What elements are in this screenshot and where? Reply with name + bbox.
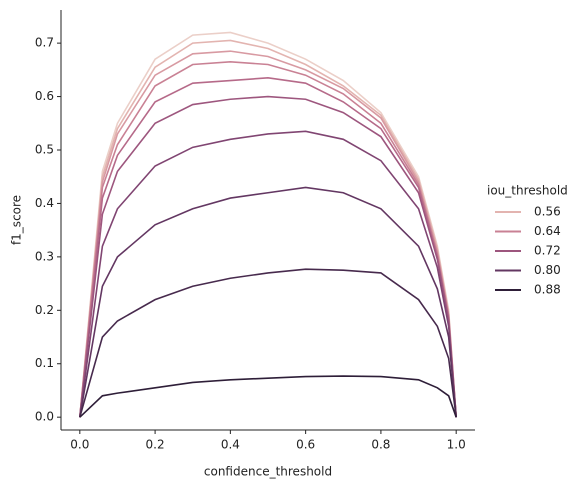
x-tick-label: 0.4 [221, 438, 240, 452]
line [79, 31, 457, 418]
x-tick-label: 0.0 [70, 438, 89, 452]
y-axis-label: f1_score [10, 195, 24, 245]
x-tick-label: 0.8 [371, 438, 390, 452]
line [79, 186, 457, 418]
legend-label: 0.80 [534, 263, 561, 277]
x-tick-label: 0.6 [296, 438, 315, 452]
line [79, 50, 457, 418]
line [79, 375, 457, 418]
line [79, 77, 457, 418]
y-tick-label: 0.0 [35, 410, 54, 424]
y-tick-label: 0.2 [35, 303, 54, 317]
y-tick-label: 0.1 [35, 356, 54, 370]
legend-title: iou_threshold [487, 184, 568, 198]
y-tick-label: 0.4 [35, 196, 54, 210]
x-tick-label: 0.2 [146, 438, 165, 452]
x-tick-label: 1.0 [447, 438, 466, 452]
legend-label: 0.88 [534, 283, 561, 297]
line [79, 130, 457, 418]
legend-label: 0.56 [534, 205, 561, 219]
y-tick-label: 0.3 [35, 249, 54, 263]
x-axis-label: confidence_threshold [204, 465, 332, 479]
y-tick-label: 0.7 [35, 36, 54, 50]
y-tick-label: 0.6 [35, 89, 54, 103]
legend-label: 0.64 [534, 224, 561, 238]
line [79, 268, 457, 418]
legend-label: 0.72 [534, 244, 561, 258]
line [79, 61, 457, 418]
line [79, 95, 457, 418]
y-tick-label: 0.5 [35, 143, 54, 157]
